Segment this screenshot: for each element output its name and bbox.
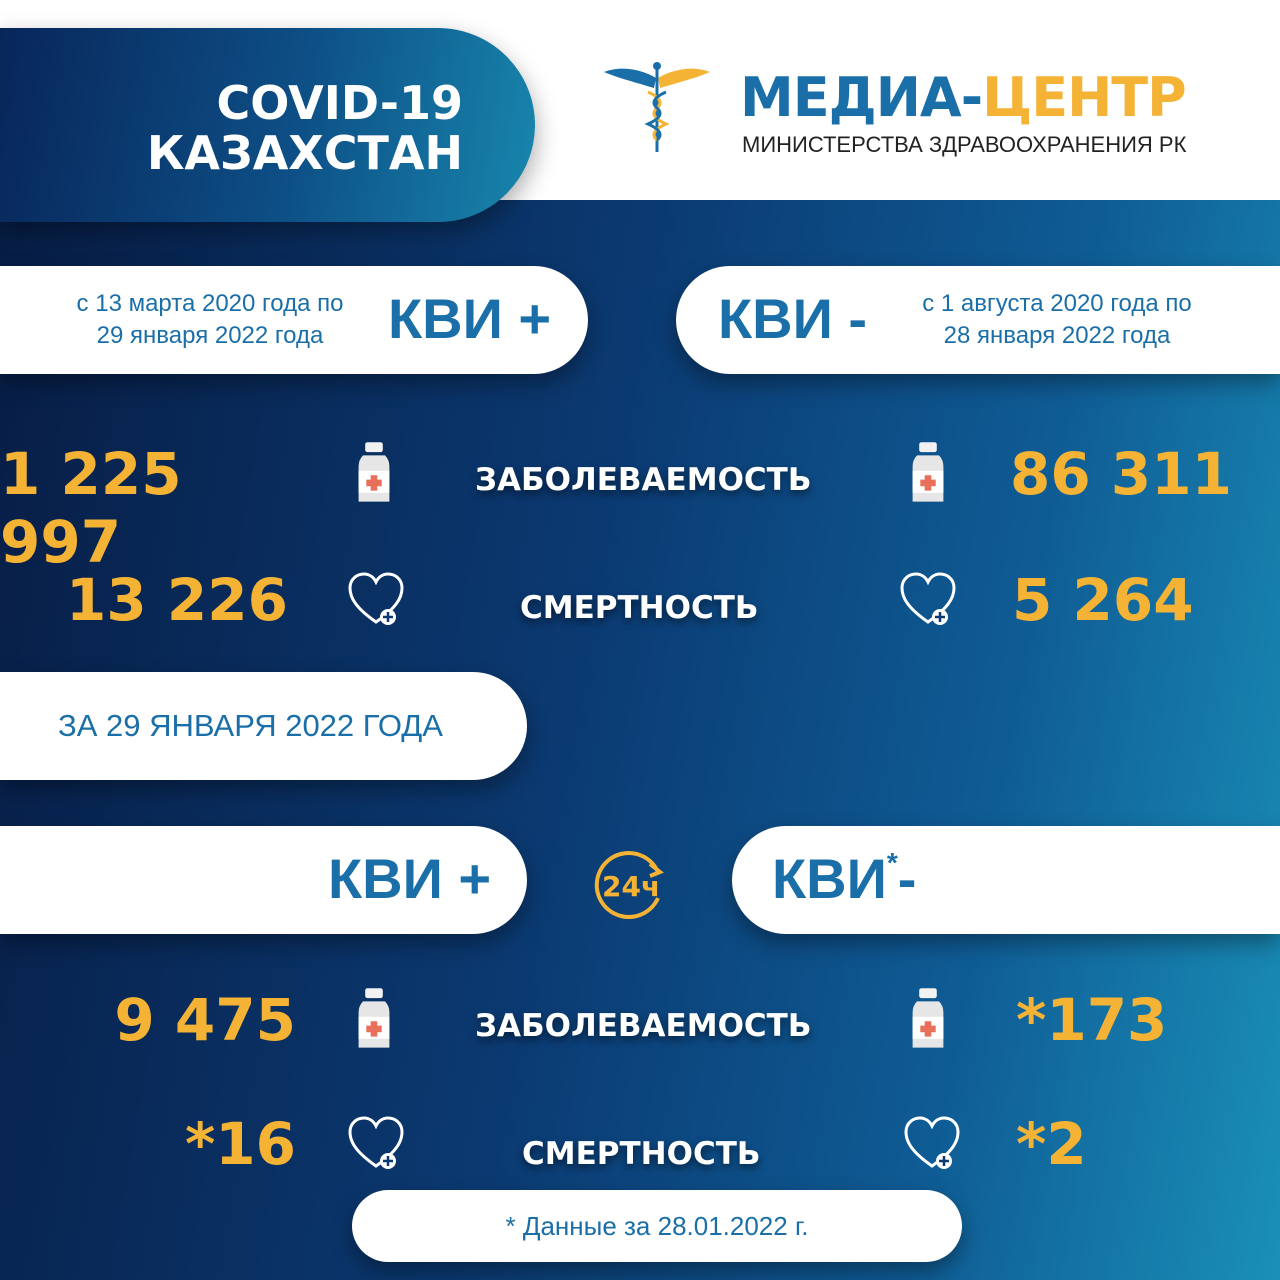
daily-negative-pill: КВИ*- <box>732 826 1280 934</box>
total-negative-pill: КВИ - с 1 августа 2020 года по 28 января … <box>676 266 1280 374</box>
header-banner: COVID-19 КАЗАХСТАН <box>0 28 535 222</box>
logo-name: МЕДИА-ЦЕНТР <box>740 66 1187 129</box>
total-negative-period: с 1 августа 2020 года по 28 января 2022 г… <box>922 290 1192 349</box>
total-negative-label: КВИ - <box>718 287 868 350</box>
24h-badge: 24ч <box>602 870 660 903</box>
deaths-label: СМЕРТНОСТЬ <box>522 1136 761 1172</box>
24h-icon: 24ч <box>594 851 664 919</box>
daily-positive-deaths: *16 <box>184 1110 296 1178</box>
heart-icon <box>344 1114 408 1174</box>
date-label: ЗА 29 ЯНВАРЯ 2022 ГОДА <box>58 708 443 743</box>
daily-negative-label: КВИ*- <box>772 847 917 910</box>
total-positive-pill: с 13 марта 2020 года по 29 января 2022 го… <box>0 266 588 374</box>
bottle-icon <box>906 440 950 506</box>
daily-negative-deaths: *2 <box>1016 1110 1087 1178</box>
total-positive-label: КВИ + <box>388 287 552 350</box>
cases-label: ЗАБОЛЕВАЕМОСТЬ <box>475 462 812 498</box>
total-negative-deaths: 5 264 <box>1012 566 1194 634</box>
footnote: * Данные за 28.01.2022 г. <box>505 1211 809 1241</box>
total-negative-cases: 86 311 <box>1010 440 1232 508</box>
daily-positive-label: КВИ + <box>328 847 492 910</box>
daily-negative-cases: *173 <box>1016 986 1168 1054</box>
caduceus-icon <box>604 62 710 152</box>
footnote-pill: * Данные за 28.01.2022 г. <box>352 1190 962 1262</box>
heart-icon <box>344 570 408 630</box>
daily-positive-cases: 9 475 <box>114 986 296 1054</box>
total-positive-period: с 13 марта 2020 года по 29 января 2022 го… <box>76 290 344 349</box>
bottle-icon <box>906 986 950 1052</box>
heart-icon <box>900 1114 964 1174</box>
bottle-icon <box>352 986 396 1052</box>
deaths-label: СМЕРТНОСТЬ <box>520 590 759 626</box>
total-positive-cases: 1 225 997 <box>0 440 182 576</box>
cases-label: ЗАБОЛЕВАЕМОСТЬ <box>475 1008 812 1044</box>
heart-icon <box>896 570 960 630</box>
date-pill: ЗА 29 ЯНВАРЯ 2022 ГОДА <box>0 672 527 780</box>
daily-positive-pill: КВИ + <box>0 826 527 934</box>
bottle-icon <box>352 440 396 506</box>
logo-subtitle: МИНИСТЕРСТВА ЗДРАВООХРАНЕНИЯ РК <box>742 132 1187 157</box>
total-positive-deaths: 13 226 <box>66 566 288 634</box>
page-title: COVID-19 КАЗАХСТАН <box>146 76 463 180</box>
